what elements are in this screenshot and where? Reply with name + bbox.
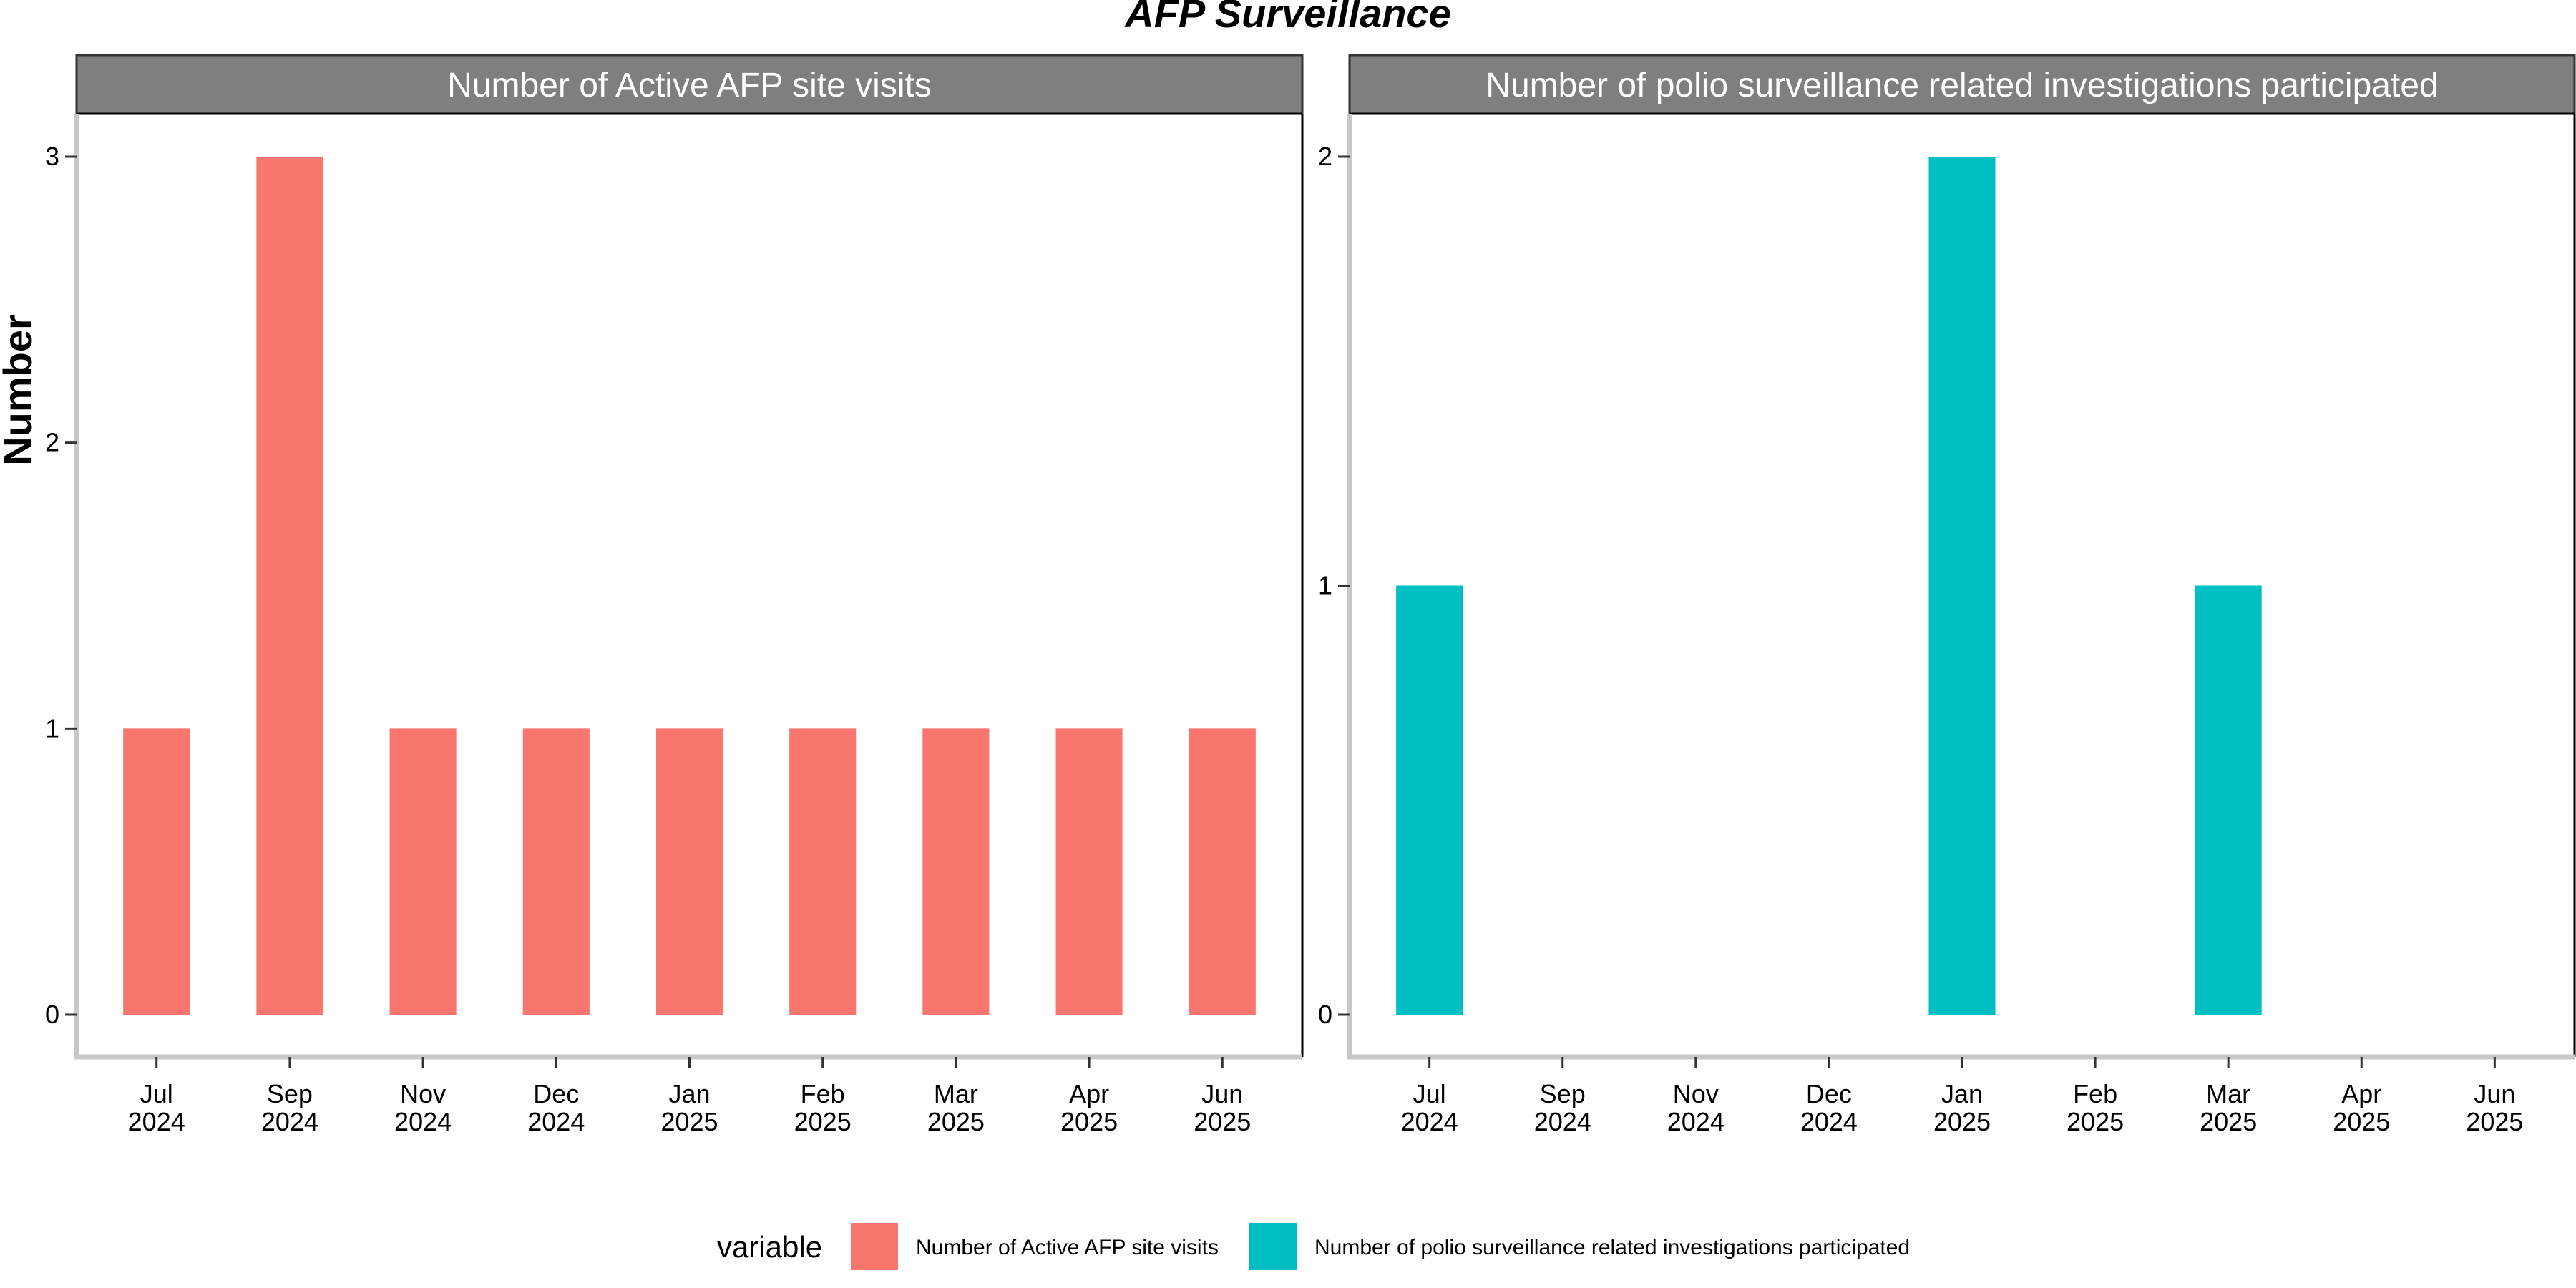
x-tick-label-month: Jul — [1413, 1079, 1446, 1108]
x-tick-label-year: 2025 — [927, 1107, 985, 1136]
x-tick-label-year: 2025 — [794, 1107, 852, 1136]
bar — [655, 728, 723, 1015]
x-tick-label-month: Jul — [140, 1079, 173, 1108]
x-tick-label-year: 2024 — [1800, 1107, 1858, 1136]
x-tick-label-year: 2024 — [394, 1107, 452, 1136]
x-tick-label-month: Feb — [2073, 1079, 2117, 1108]
bar — [922, 728, 990, 1015]
panel-2: Number of polio surveillance related inv… — [1318, 54, 2576, 1136]
bar — [389, 728, 457, 1015]
panel-strip-label: Number of Active AFP site visits — [447, 67, 932, 104]
x-tick-label-year: 2025 — [2466, 1107, 2523, 1136]
x-tick-label-year: 2024 — [128, 1107, 185, 1136]
panel-1: Number of Active AFP site visits0123Jul2… — [45, 54, 1304, 1136]
x-tick-label-month: Sep — [267, 1079, 313, 1108]
bar — [789, 728, 857, 1015]
x-tick-label-month: Dec — [533, 1079, 579, 1108]
x-tick-label-month: Dec — [1806, 1079, 1852, 1108]
bar — [1928, 157, 1996, 1015]
x-tick-label-year: 2024 — [1401, 1107, 1458, 1136]
bar — [522, 728, 590, 1015]
bar — [1055, 728, 1123, 1015]
x-tick-label-year: 2025 — [2333, 1107, 2390, 1136]
legend-label: Number of Active AFP site visits — [916, 1236, 1219, 1259]
y-tick-label: 3 — [45, 142, 59, 171]
x-tick-label-year: 2024 — [1534, 1107, 1591, 1136]
legend-title: variable — [717, 1230, 822, 1264]
x-tick-label-month: Jun — [1201, 1079, 1243, 1108]
y-axis-label: Number — [0, 314, 40, 466]
chart-panels: Number of Active AFP site visits0123Jul2… — [45, 54, 2576, 1136]
y-tick-label: 2 — [1318, 142, 1332, 171]
x-tick-label-year: 2024 — [1667, 1107, 1724, 1136]
legend-label: Number of polio surveillance related inv… — [1314, 1236, 1910, 1259]
x-tick-label-month: Apr — [2341, 1079, 2381, 1108]
x-tick-label-year: 2025 — [2067, 1107, 2124, 1136]
x-tick-label-month: Feb — [801, 1079, 845, 1108]
bar — [123, 728, 190, 1015]
x-tick-label-year: 2025 — [1194, 1107, 1251, 1136]
legend-key — [851, 1223, 898, 1270]
x-tick-label-month: Mar — [934, 1079, 978, 1108]
bar — [2195, 585, 2262, 1015]
legend: variable Number of Active AFP site visit… — [717, 1223, 1910, 1270]
x-tick-label-month: Nov — [400, 1079, 446, 1108]
x-tick-label-year: 2025 — [1060, 1107, 1118, 1136]
y-tick-label: 0 — [45, 1000, 59, 1029]
x-tick-label-year: 2025 — [1933, 1107, 1991, 1136]
x-tick-label-month: Mar — [2206, 1079, 2250, 1108]
x-tick-label-month: Apr — [1069, 1079, 1109, 1108]
x-tick-label-year: 2025 — [2200, 1107, 2257, 1136]
x-tick-label-year: 2025 — [660, 1107, 718, 1136]
x-tick-label-year: 2024 — [261, 1107, 318, 1136]
x-tick-label-month: Sep — [1540, 1079, 1586, 1108]
x-tick-label-year: 2024 — [527, 1107, 585, 1136]
y-tick-label: 1 — [45, 713, 59, 743]
panel-strip-label: Number of polio surveillance related inv… — [1485, 67, 2438, 104]
x-tick-label-month: Nov — [1673, 1079, 1719, 1108]
chart-title: AFP Surveillance — [1123, 0, 1450, 36]
x-tick-label-month: Jan — [1941, 1079, 1983, 1108]
y-tick-label: 0 — [1318, 1000, 1332, 1029]
y-tick-label: 2 — [45, 428, 59, 457]
legend-key — [1249, 1223, 1297, 1270]
bar — [1396, 585, 1463, 1015]
panel-strip — [75, 54, 1304, 115]
bar — [256, 157, 323, 1015]
panel-strip — [1348, 54, 2576, 115]
x-tick-label-month: Jan — [668, 1079, 710, 1108]
bar — [1189, 728, 1256, 1015]
y-tick-label: 1 — [1318, 571, 1332, 600]
x-tick-label-month: Jun — [2474, 1079, 2515, 1108]
